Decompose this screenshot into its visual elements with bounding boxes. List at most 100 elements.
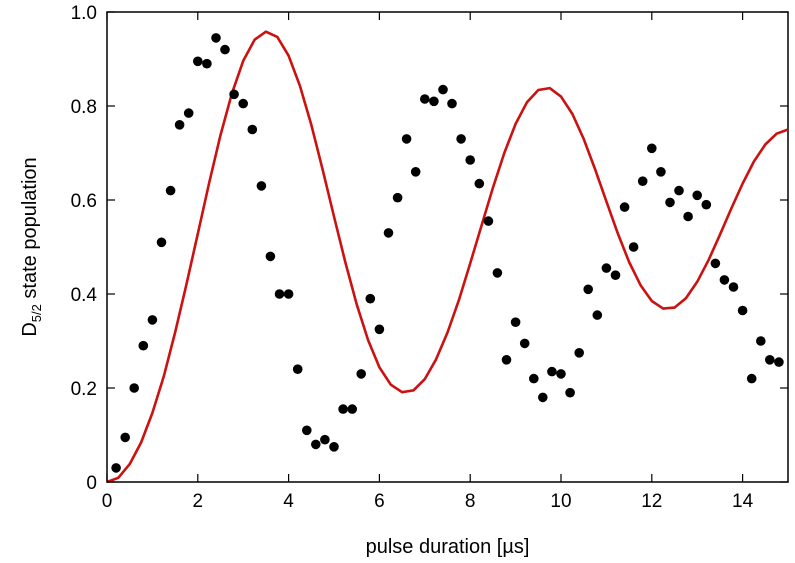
- data-point: [619, 202, 630, 212]
- data-point: [302, 425, 312, 436]
- x-tick-label: 10: [550, 491, 571, 512]
- data-point: [311, 439, 321, 450]
- data-point: [746, 373, 757, 384]
- data-point: [147, 315, 158, 325]
- data-point: [492, 268, 503, 278]
- plot-area: [106, 11, 789, 484]
- x-tick-label: 6: [374, 491, 385, 512]
- fit-curve-layer: [106, 30, 789, 484]
- data-point: [129, 383, 139, 393]
- data-point: [756, 336, 766, 346]
- data-point: [519, 338, 530, 349]
- data-point: [220, 44, 230, 55]
- data-point: [710, 258, 721, 269]
- data-point: [728, 282, 739, 292]
- data-point: [383, 228, 394, 238]
- data-point: [474, 178, 485, 189]
- data-point: [565, 387, 575, 398]
- data-point: [365, 293, 376, 304]
- x-tick-label: 14: [732, 491, 754, 512]
- data-point: [447, 98, 457, 109]
- y-tick-label: 1.0: [71, 3, 97, 24]
- data-point: [701, 199, 712, 210]
- data-point: [374, 324, 385, 335]
- data-point: [265, 251, 276, 262]
- data-point: [238, 98, 248, 109]
- data-point: [120, 432, 130, 443]
- data-point: [138, 340, 149, 351]
- data-point: [601, 263, 612, 273]
- fit-curve: [106, 30, 789, 484]
- data-point: [183, 108, 194, 118]
- data-point: [356, 369, 367, 379]
- data-point: [111, 463, 121, 473]
- data-point: [592, 310, 603, 320]
- data-point: [510, 317, 521, 328]
- data-point: [229, 89, 239, 100]
- data-point: [574, 348, 584, 358]
- data-point: [765, 355, 775, 365]
- data-point: [692, 190, 702, 201]
- plot-frame: [106, 11, 789, 483]
- data-point: [465, 155, 476, 165]
- data-point: [392, 192, 403, 203]
- y-tick-label: 0.8: [71, 97, 97, 118]
- data-point: [202, 58, 212, 69]
- data-point: [737, 305, 748, 316]
- y-axis-ticks: 0 0.2 0.4 0.6 0.8 1.0: [71, 3, 788, 494]
- data-point: [438, 84, 448, 95]
- x-tick-label: 0: [102, 491, 113, 512]
- data-point: [683, 211, 693, 222]
- x-tick-label: 2: [193, 491, 204, 512]
- data-point: [501, 355, 512, 365]
- y-axis-label-suffix: state population: [19, 157, 41, 304]
- data-point: [547, 366, 557, 377]
- data-point: [665, 197, 675, 208]
- data-point: [529, 373, 539, 384]
- data-points-layer: [111, 33, 784, 473]
- data-point: [247, 124, 258, 135]
- x-axis-label: pulse duration [µs]: [366, 536, 530, 558]
- data-point: [338, 404, 348, 414]
- x-axis-ticks: 0 2 4 6 8 10 12 14: [102, 12, 754, 512]
- data-point: [211, 33, 221, 43]
- data-point: [283, 289, 294, 299]
- data-point: [193, 56, 203, 67]
- data-point: [674, 185, 684, 196]
- data-point: [165, 185, 176, 196]
- data-point: [656, 167, 666, 177]
- data-point: [329, 442, 339, 452]
- data-point: [556, 369, 566, 379]
- data-point: [256, 181, 267, 191]
- x-tick-label: 12: [641, 491, 662, 512]
- y-axis-label-prefix: D: [19, 322, 41, 336]
- data-point: [274, 289, 285, 299]
- data-point: [174, 120, 185, 130]
- data-point: [483, 216, 494, 226]
- data-point: [610, 270, 621, 281]
- data-point: [647, 143, 657, 154]
- data-point: [429, 96, 439, 107]
- data-point: [320, 434, 330, 445]
- data-point: [292, 364, 303, 375]
- data-point: [628, 242, 639, 252]
- data-point: [420, 94, 430, 104]
- y-axis-label: D5/2 state population: [19, 157, 44, 336]
- x-tick-label: 8: [465, 491, 476, 512]
- data-point: [156, 237, 167, 248]
- y-tick-label: 0.2: [71, 379, 97, 400]
- y-axis-label-subscript: 5/2: [29, 304, 44, 322]
- x-tick-label: 4: [283, 491, 294, 512]
- data-point: [538, 392, 548, 403]
- data-point: [347, 404, 358, 414]
- y-tick-label: 0.6: [71, 191, 97, 212]
- y-tick-label: 0: [86, 473, 97, 494]
- data-point: [637, 176, 648, 186]
- y-tick-label: 0.4: [71, 285, 98, 306]
- data-point: [401, 134, 412, 144]
- data-point: [410, 167, 421, 177]
- data-point: [583, 284, 593, 295]
- data-point: [719, 275, 730, 285]
- data-point: [456, 134, 466, 144]
